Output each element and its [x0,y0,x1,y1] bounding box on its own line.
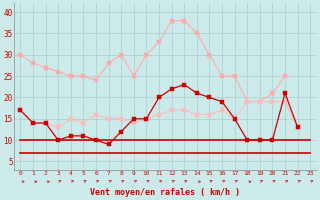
X-axis label: Vent moyen/en rafales ( km/h ): Vent moyen/en rafales ( km/h ) [90,188,240,197]
